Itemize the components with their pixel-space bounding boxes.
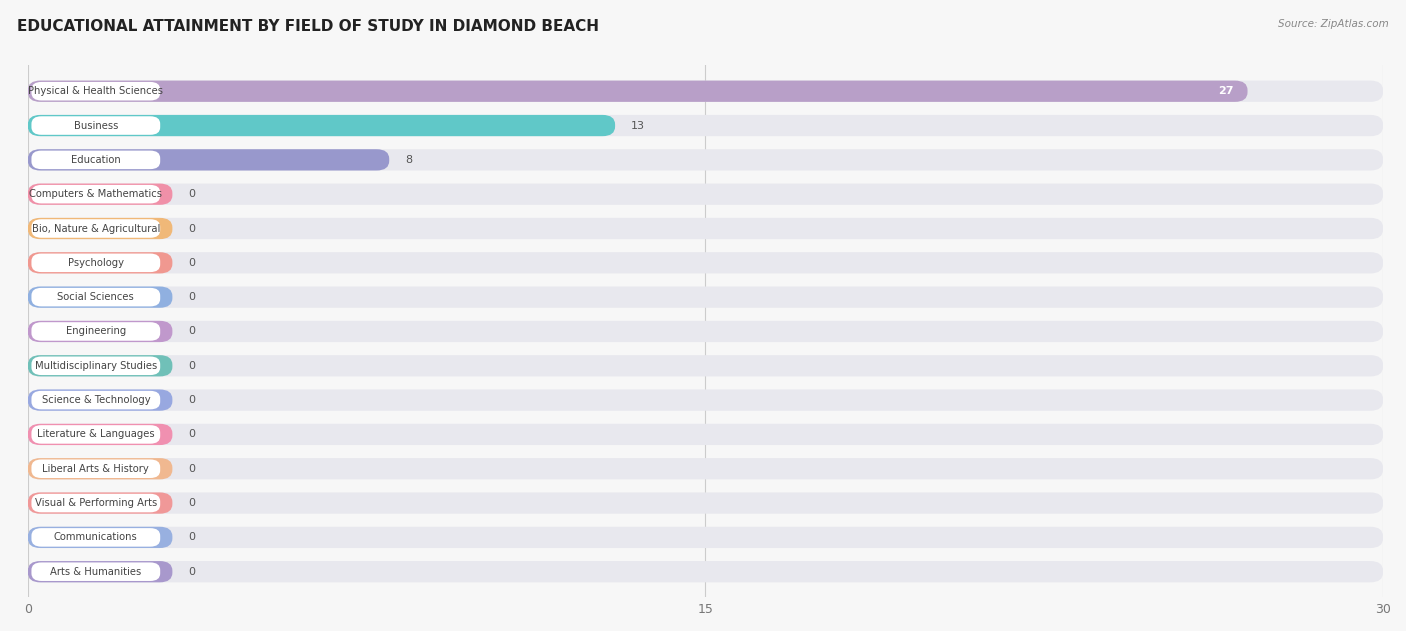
FancyBboxPatch shape: [28, 458, 1384, 480]
FancyBboxPatch shape: [31, 151, 160, 169]
FancyBboxPatch shape: [28, 492, 173, 514]
FancyBboxPatch shape: [31, 459, 160, 478]
Text: Multidisciplinary Studies: Multidisciplinary Studies: [35, 361, 157, 371]
FancyBboxPatch shape: [31, 391, 160, 410]
FancyBboxPatch shape: [28, 355, 173, 377]
FancyBboxPatch shape: [31, 116, 160, 135]
Text: 0: 0: [188, 223, 195, 233]
FancyBboxPatch shape: [28, 458, 173, 480]
FancyBboxPatch shape: [28, 184, 1384, 205]
FancyBboxPatch shape: [28, 115, 614, 136]
Text: Bio, Nature & Agricultural: Bio, Nature & Agricultural: [32, 223, 160, 233]
FancyBboxPatch shape: [31, 219, 160, 238]
Text: 0: 0: [188, 430, 195, 439]
Text: 0: 0: [188, 395, 195, 405]
Text: Physical & Health Sciences: Physical & Health Sciences: [28, 86, 163, 96]
Text: Education: Education: [70, 155, 121, 165]
Text: Business: Business: [73, 121, 118, 131]
Text: 27: 27: [1219, 86, 1234, 96]
FancyBboxPatch shape: [28, 252, 173, 273]
FancyBboxPatch shape: [28, 561, 1384, 582]
FancyBboxPatch shape: [31, 494, 160, 512]
FancyBboxPatch shape: [31, 254, 160, 272]
FancyBboxPatch shape: [28, 355, 1384, 377]
Text: Liberal Arts & History: Liberal Arts & History: [42, 464, 149, 474]
FancyBboxPatch shape: [28, 424, 173, 445]
FancyBboxPatch shape: [28, 561, 173, 582]
Text: Arts & Humanities: Arts & Humanities: [51, 567, 142, 577]
Text: Visual & Performing Arts: Visual & Performing Arts: [35, 498, 157, 508]
Text: 0: 0: [188, 258, 195, 268]
FancyBboxPatch shape: [28, 81, 1384, 102]
Text: 13: 13: [631, 121, 645, 131]
Text: Psychology: Psychology: [67, 258, 124, 268]
FancyBboxPatch shape: [31, 82, 160, 100]
Text: 0: 0: [188, 464, 195, 474]
FancyBboxPatch shape: [28, 492, 1384, 514]
FancyBboxPatch shape: [28, 81, 1247, 102]
FancyBboxPatch shape: [31, 562, 160, 581]
FancyBboxPatch shape: [28, 115, 1384, 136]
Text: Source: ZipAtlas.com: Source: ZipAtlas.com: [1278, 19, 1389, 29]
Text: 0: 0: [188, 189, 195, 199]
Text: Literature & Languages: Literature & Languages: [37, 430, 155, 439]
FancyBboxPatch shape: [31, 425, 160, 444]
Text: EDUCATIONAL ATTAINMENT BY FIELD OF STUDY IN DIAMOND BEACH: EDUCATIONAL ATTAINMENT BY FIELD OF STUDY…: [17, 19, 599, 34]
Text: 8: 8: [405, 155, 412, 165]
FancyBboxPatch shape: [28, 527, 173, 548]
FancyBboxPatch shape: [31, 528, 160, 546]
Text: 0: 0: [188, 533, 195, 543]
FancyBboxPatch shape: [28, 389, 1384, 411]
FancyBboxPatch shape: [28, 321, 173, 342]
FancyBboxPatch shape: [31, 185, 160, 203]
FancyBboxPatch shape: [28, 286, 173, 308]
FancyBboxPatch shape: [28, 321, 1384, 342]
FancyBboxPatch shape: [28, 149, 389, 170]
FancyBboxPatch shape: [28, 527, 1384, 548]
Text: Communications: Communications: [53, 533, 138, 543]
Text: Engineering: Engineering: [66, 326, 127, 336]
FancyBboxPatch shape: [28, 184, 173, 205]
FancyBboxPatch shape: [28, 218, 173, 239]
Text: 0: 0: [188, 567, 195, 577]
FancyBboxPatch shape: [31, 357, 160, 375]
FancyBboxPatch shape: [28, 149, 1384, 170]
FancyBboxPatch shape: [28, 424, 1384, 445]
Text: 0: 0: [188, 498, 195, 508]
FancyBboxPatch shape: [31, 322, 160, 341]
FancyBboxPatch shape: [31, 288, 160, 307]
FancyBboxPatch shape: [28, 389, 173, 411]
Text: Science & Technology: Science & Technology: [42, 395, 150, 405]
Text: Computers & Mathematics: Computers & Mathematics: [30, 189, 162, 199]
Text: 0: 0: [188, 326, 195, 336]
FancyBboxPatch shape: [28, 252, 1384, 273]
Text: 0: 0: [188, 361, 195, 371]
Text: 0: 0: [188, 292, 195, 302]
FancyBboxPatch shape: [28, 286, 1384, 308]
Text: Social Sciences: Social Sciences: [58, 292, 134, 302]
FancyBboxPatch shape: [28, 218, 1384, 239]
